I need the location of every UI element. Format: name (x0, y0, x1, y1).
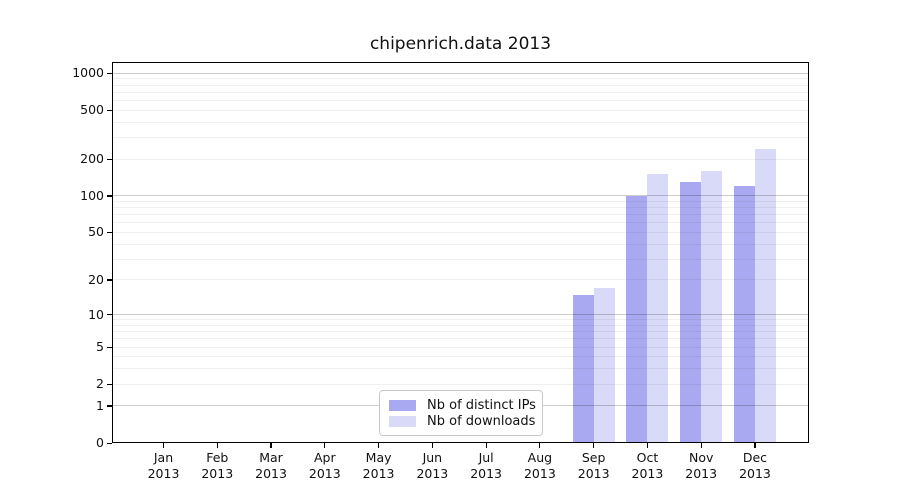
gridline-minor (113, 368, 808, 370)
gridline-minor (113, 346, 808, 348)
bar-distinct-ips (626, 195, 648, 443)
gridline-major (113, 314, 808, 316)
bar-downloads (754, 149, 776, 443)
bar-distinct-ips (733, 186, 755, 443)
y-axis-tick-label: 500 (80, 102, 104, 118)
y-axis-tick-label: 20 (88, 271, 104, 287)
x-tick-mark (377, 443, 380, 448)
x-axis-tick-label: Jul 2013 (470, 450, 503, 481)
gridline-minor (113, 383, 808, 385)
bar-distinct-ips (680, 181, 702, 443)
x-axis-tick-label: Nov 2013 (685, 450, 718, 481)
bar-downloads (593, 288, 615, 443)
gridline-minor (113, 207, 808, 209)
gridline-minor (113, 324, 808, 326)
x-axis-tick-label: Sep 2013 (577, 450, 610, 481)
y-tick-mark (107, 405, 112, 407)
x-axis-tick-label: Jun 2013 (416, 450, 449, 481)
y-tick-mark (107, 383, 112, 385)
gridline-major (113, 195, 808, 197)
gridline-minor (113, 331, 808, 333)
y-axis-tick-label: 100 (80, 187, 104, 203)
y-tick-mark (107, 442, 112, 444)
legend-label-downloads: Nb of downloads (427, 414, 536, 429)
y-axis-tick-label: 2 (96, 376, 104, 392)
gridline-minor (113, 243, 808, 245)
y-axis-tick-label: 200 (80, 151, 104, 167)
gridline-major (113, 72, 808, 74)
chart-title: chipenrich.data 2013 (369, 34, 552, 54)
x-tick-mark (485, 443, 487, 448)
x-tick-mark (324, 443, 326, 448)
gridline-minor (113, 200, 808, 202)
y-tick-mark (107, 195, 112, 197)
x-axis-tick-label: May 2013 (362, 450, 395, 481)
y-axis-tick-label: 0 (96, 435, 104, 450)
y-axis-tick-label: 10 (88, 306, 104, 322)
x-axis-tick-label: Oct 2013 (631, 450, 664, 481)
x-axis-tick-label: Mar 2013 (255, 450, 287, 481)
gridline-minor (113, 91, 808, 93)
legend-row-downloads: Nb of downloads (389, 414, 536, 429)
y-tick-mark (107, 231, 112, 234)
y-axis-tick-label: 1000 (72, 65, 104, 81)
x-tick-mark (593, 443, 595, 448)
x-axis-tick-label: Dec 2013 (739, 450, 771, 481)
gridline-minor (113, 231, 808, 233)
x-axis-tick-label: Apr 2013 (308, 450, 341, 481)
y-tick-mark (107, 72, 112, 74)
x-axis-tick-label: Aug 2013 (523, 450, 556, 481)
legend-swatch-distinct-ips-icon (389, 400, 416, 411)
bar-downloads (647, 174, 669, 443)
x-tick-mark (216, 443, 218, 448)
x-tick-mark (162, 443, 165, 448)
x-tick-mark (754, 443, 756, 448)
y-axis-tick-label: 1 (96, 397, 104, 413)
gridline-minor (113, 84, 808, 86)
gridline-minor (113, 121, 808, 123)
legend-label-distinct-ips: Nb of distinct IPs (427, 398, 536, 413)
gridline-minor (113, 319, 808, 321)
gridline-minor (113, 222, 808, 224)
y-axis-tick-label: 50 (88, 224, 104, 240)
y-tick-mark (107, 346, 112, 348)
x-tick-mark (270, 443, 272, 448)
gridline-minor (113, 356, 808, 358)
y-axis-tick-label: 5 (96, 339, 104, 355)
y-tick-mark (107, 109, 112, 111)
x-tick-mark (700, 443, 702, 448)
y-tick-mark (107, 158, 112, 160)
x-tick-mark (539, 443, 541, 448)
gridline-minor (113, 158, 808, 160)
gridline-minor (113, 279, 808, 281)
gridline-minor (113, 214, 808, 216)
x-tick-mark (431, 443, 433, 448)
gridline-minor (113, 78, 808, 80)
x-axis-tick-label: Jan 2013 (147, 450, 180, 481)
x-axis-tick-label: Feb 2013 (201, 450, 234, 481)
legend-row-distinct-ips: Nb of distinct IPs (389, 398, 536, 413)
gridline-minor (113, 338, 808, 340)
legend: Nb of distinct IPs Nb of downloads (379, 390, 543, 436)
bar-downloads (701, 170, 723, 443)
gridline-minor (113, 109, 808, 111)
y-tick-mark (107, 314, 112, 316)
gridline-minor (113, 99, 808, 101)
y-tick-mark (107, 279, 112, 281)
x-tick-mark (646, 443, 649, 448)
gridline-minor (113, 136, 808, 138)
gridline-minor (113, 258, 808, 260)
bar-distinct-ips (572, 294, 594, 443)
legend-swatch-downloads-icon (389, 416, 416, 427)
